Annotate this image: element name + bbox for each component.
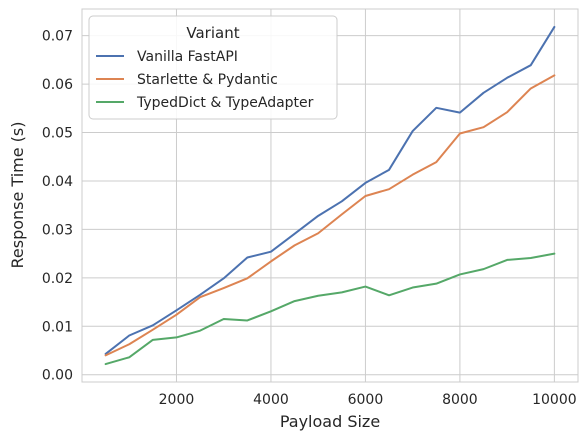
legend-items: Vanilla FastAPI Starlette & Pydantic Typed… [96, 49, 314, 111]
series-line-2 [104, 74, 556, 357]
y-tick-label: 0.04 [42, 174, 73, 190]
x-tick-label: 6000 [348, 392, 384, 408]
x-axis-label: Payload Size [280, 412, 380, 431]
x-tick-label: 4000 [253, 392, 289, 408]
y-tick-label: 0.02 [42, 271, 73, 287]
y-axis-label: Response Time (s) [8, 122, 27, 269]
y-tick-label: 0.01 [42, 319, 73, 335]
x-tick-label: 2000 [159, 392, 195, 408]
y-tick-label: 0.00 [42, 368, 73, 384]
legend-title: Variant [186, 24, 239, 42]
legend: Variant Vanilla FastAPI Starlette & Pydan… [88, 15, 338, 120]
plot-frame [81, 8, 579, 383]
x-tick-label: 10000 [532, 392, 577, 408]
x-tick-label: 8000 [442, 392, 478, 408]
x-axis-ticks: 2000 4000 6000 8000 10000 [159, 392, 577, 408]
legend-label: Vanilla FastAPI [137, 49, 238, 65]
legend-box [88, 15, 338, 120]
y-axis-ticks: 0.00 0.01 0.02 0.03 0.04 0.05 0.06 0.07 [42, 29, 73, 384]
series-lines [104, 25, 556, 366]
y-tick-label: 0.03 [42, 222, 73, 238]
legend-label: TypedDict & TypeAdapter [136, 95, 314, 111]
series-line-3 [104, 252, 556, 366]
y-tick-label: 0.05 [42, 126, 73, 142]
series-line-1 [104, 25, 556, 355]
y-tick-label: 0.07 [42, 29, 73, 45]
y-tick-label: 0.06 [42, 77, 73, 93]
legend-label: Starlette & Pydantic [137, 72, 278, 88]
